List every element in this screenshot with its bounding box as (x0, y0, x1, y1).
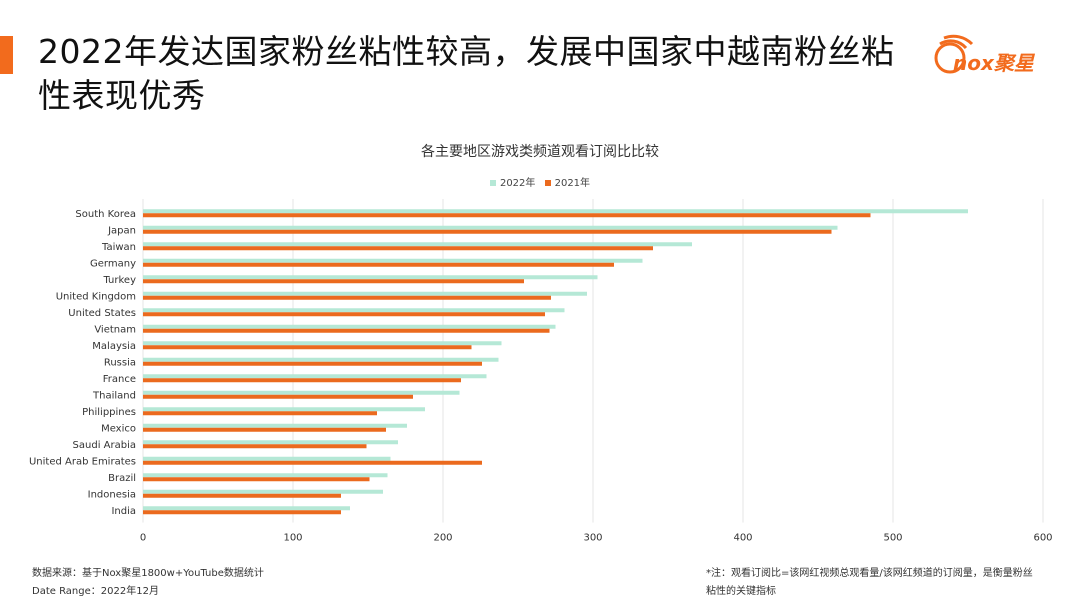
y-category-label: France (103, 374, 136, 385)
bar-2022 (143, 489, 383, 494)
y-category-label: Taiwan (101, 242, 136, 253)
x-tick-label: 200 (433, 533, 452, 544)
bar-2022 (143, 308, 565, 313)
x-tick-label: 600 (1033, 533, 1052, 544)
bar-2021 (143, 345, 472, 350)
bar-2022 (143, 225, 838, 230)
bar-2022 (143, 506, 350, 511)
bar-2022 (143, 390, 460, 395)
note-line-2: 粘性的关键指标 (706, 586, 776, 597)
bar-2022 (143, 440, 398, 445)
nox-logo (934, 34, 974, 74)
bar-2022 (143, 291, 587, 296)
bar-2021 (143, 361, 482, 366)
y-category-label: Vietnam (94, 324, 136, 335)
bar-2022 (143, 209, 968, 214)
y-category-label: Turkey (102, 275, 136, 286)
bar-2021 (143, 213, 871, 218)
note-line-1: *注：观看订阅比=该网红视频总观看量/该网红频道的订阅量，是衡量粉丝 (706, 568, 1033, 579)
bar-2021 (143, 312, 545, 317)
footer-note: *注：观看订阅比=该网红视频总观看量/该网红频道的订阅量，是衡量粉丝 粘性的关键… (706, 565, 1046, 601)
bar-2022 (143, 456, 391, 461)
page-title: 2022年发达国家粉丝粘性较高，发展中国家中越南粉丝粘性表现优秀 (38, 32, 895, 115)
legend-swatch-2021 (544, 180, 551, 186)
bar-2022 (143, 423, 407, 428)
y-category-label: United Kingdom (56, 291, 136, 302)
y-category-label: India (111, 506, 136, 517)
y-category-label: Thailand (92, 390, 136, 401)
y-category-label: Philippines (82, 407, 136, 418)
legend-item-2021: 2021年 (544, 174, 591, 189)
y-category-label: Japan (107, 225, 136, 236)
chart-title: 各主要地区游戏类频道观看订阅比比较 (421, 144, 659, 160)
x-tick-label: 300 (583, 533, 602, 544)
data-source-text: 数据来源：基于Nox聚星1800w+YouTube数据统计 (32, 568, 264, 579)
bar-2022 (143, 242, 692, 247)
y-category-label: Brazil (108, 473, 136, 484)
y-category-label: Russia (104, 357, 136, 368)
bar-2021 (143, 477, 370, 482)
logo-text: nox聚星 (953, 51, 1034, 75)
x-tick-label: 100 (283, 533, 302, 544)
bar-2021 (143, 229, 832, 234)
x-tick-label: 0 (140, 533, 146, 544)
bar-2021 (143, 279, 524, 284)
bar-2021 (143, 394, 413, 399)
bar-2021 (143, 444, 367, 449)
bar-2022 (143, 473, 388, 478)
legend-item-2022: 2022年 (489, 174, 536, 189)
bar-2021 (143, 460, 482, 465)
bar-2022 (143, 341, 502, 346)
y-category-label: United States (68, 308, 136, 319)
y-category-label: Malaysia (92, 341, 136, 352)
y-category-label: Saudi Arabia (73, 440, 136, 451)
date-range-text: Date Range：2022年12月 (32, 586, 159, 597)
bar-2021 (143, 493, 341, 498)
chart-legend: 2022年 2021年 (0, 174, 1080, 189)
y-category-label: Indonesia (88, 489, 136, 500)
bar-2021 (143, 510, 341, 515)
legend-label-2021: 2021年 (554, 178, 591, 189)
bar-2021 (143, 246, 653, 251)
bar-2021 (143, 411, 377, 416)
bar-2022 (143, 374, 487, 379)
footer-source: 数据来源：基于Nox聚星1800w+YouTube数据统计 Date Range… (32, 565, 264, 601)
bar-2022 (143, 258, 643, 263)
legend-label-2022: 2022年 (499, 178, 536, 189)
x-tick-label: 400 (733, 533, 752, 544)
y-category-label: United Arab Emirates (29, 456, 136, 467)
bar-2021 (143, 328, 550, 333)
bar-chart: 0 100 200 300 400 500 600 South Korea Japan Taiwa… (29, 199, 1053, 544)
y-category-label: South Korea (75, 209, 136, 220)
x-tick-label: 500 (883, 533, 902, 544)
y-category-label: Mexico (101, 423, 136, 434)
title-accent-bar (0, 36, 13, 74)
bar-2021 (143, 295, 551, 300)
bar-2022 (143, 324, 556, 329)
bar-2022 (143, 407, 425, 412)
bar-2021 (143, 262, 614, 267)
bar-2021 (143, 378, 461, 383)
legend-swatch-2022 (489, 180, 496, 186)
y-category-label: Germany (90, 258, 136, 269)
bar-2022 (143, 275, 598, 280)
bar-2021 (143, 427, 386, 432)
bar-2022 (143, 357, 499, 362)
